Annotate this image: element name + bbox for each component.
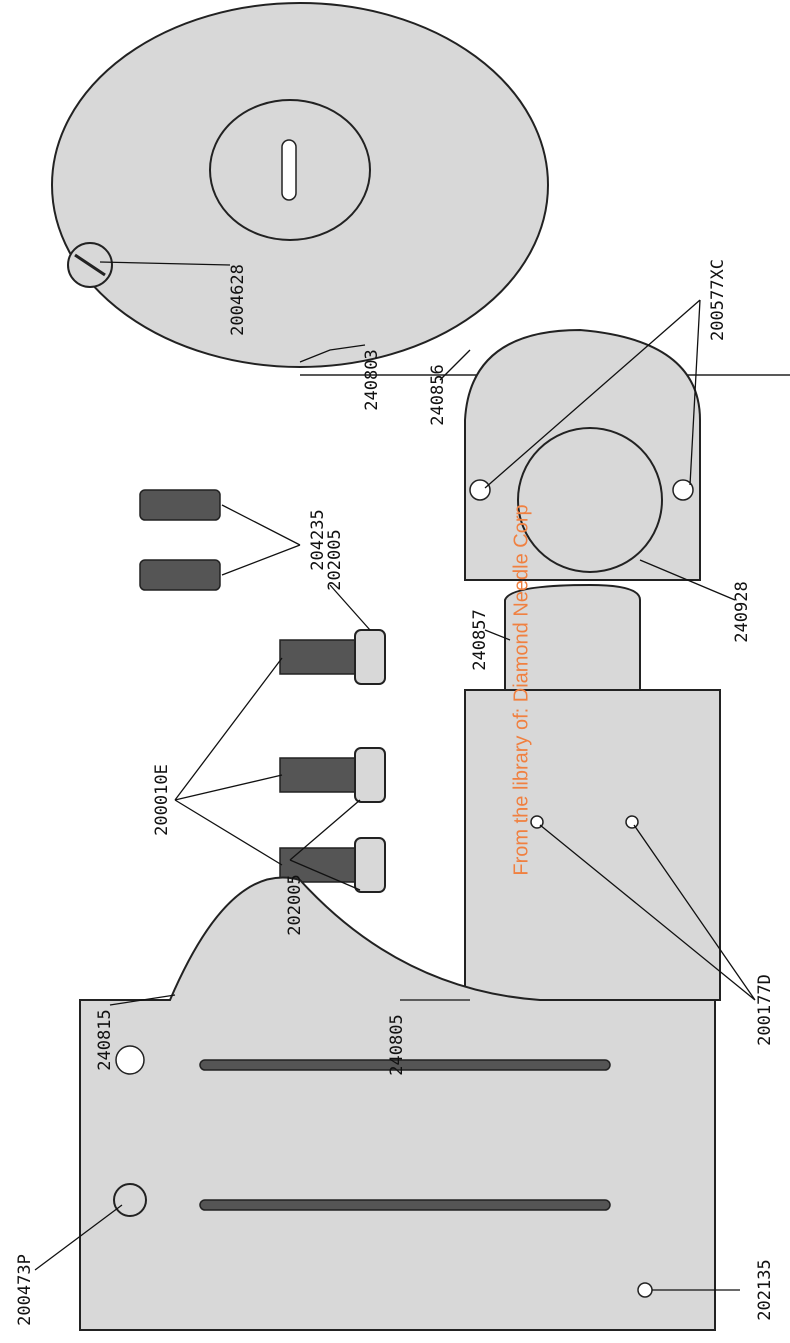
screws (279, 629, 386, 893)
part-label: 202005 (325, 529, 345, 590)
hole (115, 1045, 145, 1075)
hole (625, 815, 639, 829)
part-label: 200577XC (708, 259, 728, 341)
tab (504, 583, 641, 691)
part-label: 204235 (308, 509, 328, 570)
cylinder (139, 489, 221, 521)
disc (517, 427, 663, 573)
hole (672, 479, 694, 501)
slot (199, 1059, 611, 1071)
slot (199, 1199, 611, 1211)
hole (637, 1282, 653, 1298)
part-label: 200010E (152, 764, 172, 836)
screw-head (113, 1183, 147, 1217)
cylinder (139, 559, 221, 591)
part-label: 240803 (362, 349, 382, 410)
slot (281, 139, 297, 201)
part-label: 240856 (428, 364, 448, 425)
part-label: 240928 (732, 581, 752, 642)
part-label: 200177D (755, 974, 775, 1046)
hole (469, 479, 491, 501)
part-label: 240857 (470, 609, 490, 670)
screw-slot (74, 253, 106, 277)
part-label: 240815 (95, 1009, 115, 1070)
slotted-plate (79, 876, 716, 1331)
watermark: From the library of: Diamond Needle Corp (510, 504, 532, 875)
block (464, 689, 721, 1001)
leader-lines (34, 261, 756, 1291)
part-label: 2004628 (228, 264, 248, 336)
part-label: 202005 (285, 874, 305, 935)
part-label: 240805 (387, 1014, 407, 1075)
part-label: 202135 (755, 1259, 775, 1320)
part-label: 200473P (15, 1254, 35, 1326)
